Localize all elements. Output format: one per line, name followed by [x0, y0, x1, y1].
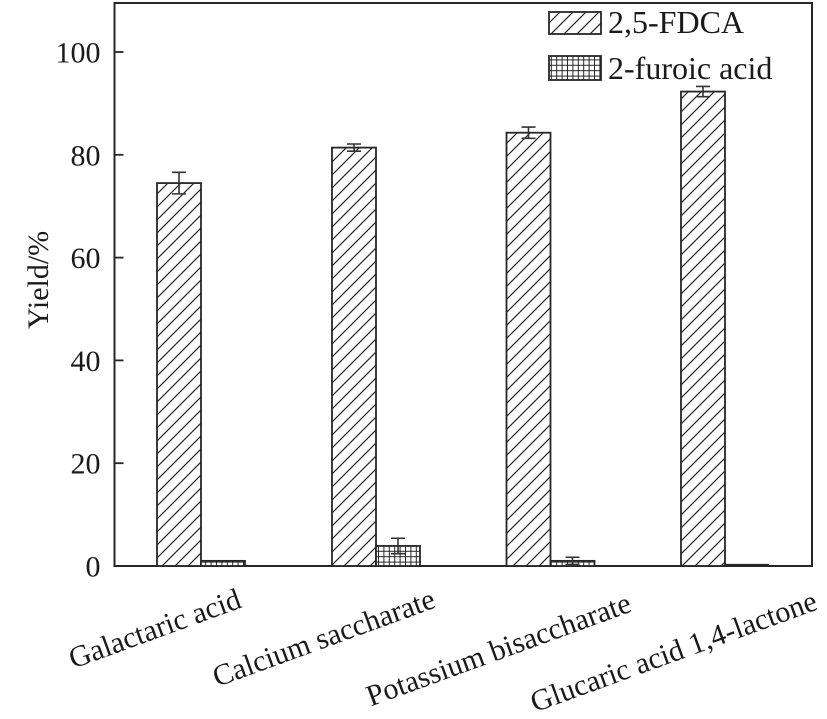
error-bar-2-furoic-acid-calcium-saccharate	[391, 537, 405, 555]
y-tick-label-0: 0	[86, 551, 101, 584]
error-bar-2-5-fdca-galactaric-acid	[172, 171, 186, 195]
y-tick-label-20: 20	[71, 448, 101, 481]
legend-swatch-2-furoic-acid	[548, 55, 602, 81]
legend-label-2-5-fdca: 2,5-FDCA	[608, 4, 744, 40]
error-bar-2-5-fdca-calcium-saccharate	[347, 143, 361, 153]
bar-2-5-fdca-galactaric-acid	[156, 182, 202, 567]
y-tick-label-60: 60	[71, 242, 101, 275]
legend-label-2-furoic-acid: 2-furoic acid	[608, 50, 772, 86]
y-tick-label-40: 40	[71, 345, 101, 378]
x-axis-label-glucaric-acid-1-4-lactone: Glucaric acid 1,4-lactone	[526, 585, 821, 719]
y-tick-label-80: 80	[71, 139, 101, 172]
y-axis-label: Yield/%	[22, 231, 55, 329]
bar-2-furoic-acid-galactaric-acid	[200, 559, 246, 567]
bar-2-5-fdca-glucaric-acid-1-4-lactone	[680, 90, 726, 567]
error-bar-2-furoic-acid-potassium-bisaccharate	[565, 556, 580, 566]
legend-swatch-2-5-fdca	[548, 11, 602, 35]
bar-2-5-fdca-calcium-saccharate	[331, 146, 377, 567]
error-bar-2-5-fdca-potassium-bisaccharate	[521, 126, 536, 140]
bar-2-5-fdca-potassium-bisaccharate	[505, 131, 552, 567]
plot-frame	[113, 2, 813, 567]
y-tick-label-100: 100	[56, 37, 101, 70]
error-bar-2-5-fdca-glucaric-acid-1-4-lactone	[696, 85, 710, 98]
